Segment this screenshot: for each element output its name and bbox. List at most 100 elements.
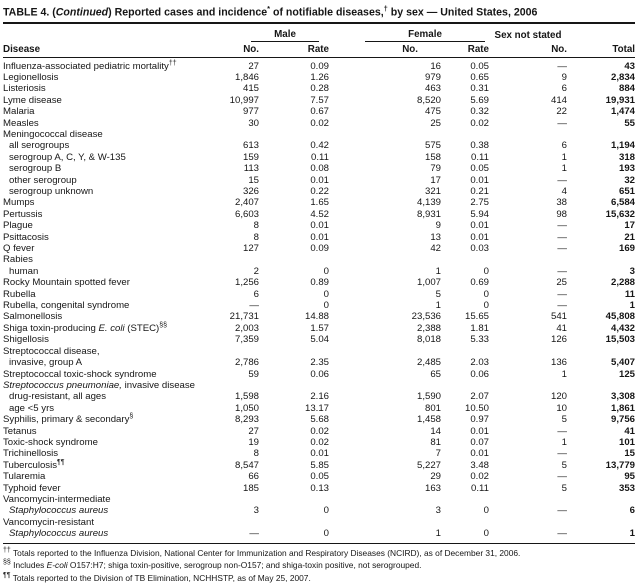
cell-sex-not-stated-no: — — [557, 231, 568, 243]
cell-sex-not-stated-no: 5 — [561, 482, 568, 494]
cell-total: 17 — [624, 220, 636, 232]
cell-male-rate: 0.01 — [310, 174, 329, 186]
table-row: Mumps 2,407 1.65 4,139 2.75 38 6,584 — [3, 197, 635, 208]
table-row: Staphylococcus aureus — 0 1 0 — 1 — [3, 528, 635, 539]
cell-male-no: 30 — [248, 117, 259, 129]
cell-total: 6 — [629, 505, 636, 517]
cell-male-rate: 0.02 — [310, 117, 329, 129]
cell-male-rate: 0.09 — [310, 60, 329, 72]
cell-male-no: 1,598 — [234, 391, 259, 403]
disease-name: Pertussis — [3, 208, 43, 220]
disease-name: Listeriosis — [3, 83, 46, 95]
cell-female-no: 23,536 — [411, 311, 441, 323]
cell-sex-not-stated-no — [489, 517, 567, 528]
cell-sex-not-stated-no: 1 — [561, 368, 568, 380]
cell-female-rate — [441, 346, 489, 357]
table-row: Lyme disease 10,997 7.57 8,520 5.69 414 19,931 — [3, 95, 635, 106]
cell-female-rate: 0.11 — [471, 151, 490, 163]
cell-sex-not-stated-no: — — [557, 174, 568, 186]
cell-male-rate: 5.04 — [310, 334, 329, 346]
table-row: Shiga toxin-producing E. coli (STEC)§§ 2,… — [3, 322, 636, 334]
cell-male-no: 6 — [253, 288, 259, 300]
table-row: Rubella 6 0 5 0 — 11 — [3, 289, 635, 300]
cell-male-no: 7,359 — [234, 334, 259, 346]
cell-male-rate: 0.01 — [310, 448, 329, 460]
cell-male-no: 8 — [253, 231, 259, 243]
cell-total: 1,861 — [611, 402, 636, 414]
cell-female-no: 8,520 — [416, 94, 441, 106]
cell-female-rate: 2.75 — [470, 197, 490, 209]
cell-female-no — [329, 517, 441, 528]
cell-sex-not-stated-no: 414 — [551, 94, 568, 106]
cell-sex-not-stated-no: — — [557, 425, 568, 437]
disease-name: Streptococcal disease, — [3, 345, 100, 357]
cell-male-no: 59 — [248, 368, 259, 380]
table-header: Male Female Sex not stated Disease No. R… — [3, 24, 636, 58]
cell-male-no: 613 — [242, 140, 259, 152]
cell-male-rate: 0 — [323, 288, 329, 300]
cell-male-no: 185 — [242, 482, 259, 494]
table-row: serogroup unknown 326 0.22 321 0.21 4 651 — [3, 186, 635, 197]
cell-total: 2,288 — [611, 277, 636, 289]
cell-female-no: 475 — [424, 106, 441, 118]
cell-male-no: 2,786 — [234, 357, 259, 369]
table-row: Tetanus 27 0.02 14 0.01 — 41 — [3, 426, 635, 437]
cell-female-no: 8,931 — [416, 208, 441, 220]
cell-male-rate: 0.22 — [310, 186, 329, 197]
cell-female-rate: 5.69 — [470, 94, 490, 106]
cell-total: 651 — [619, 186, 636, 197]
column-header-disease: Disease — [3, 41, 225, 58]
cell-female-no — [329, 129, 441, 140]
cell-male-no — [225, 346, 259, 357]
disease-name: Tularemia — [3, 471, 46, 483]
cell-female-no: 1 — [435, 265, 441, 277]
cell-male-no: 1,256 — [234, 277, 259, 289]
cell-male-rate: 0.01 — [310, 220, 329, 232]
disease-name: Tuberculosis¶¶ — [3, 458, 65, 471]
cell-female-no: 463 — [424, 83, 441, 95]
cell-sex-not-stated-no: — — [557, 528, 568, 540]
table-section-row: Rabies — [3, 254, 635, 265]
cell-male-rate: 0.89 — [310, 277, 329, 289]
cell-male-rate: 1.65 — [310, 197, 329, 209]
cell-male-no: 2,407 — [234, 197, 259, 209]
cell-sex-not-stated-no: 38 — [556, 197, 568, 209]
disease-name: Tetanus — [3, 425, 37, 437]
disease-name: all serogroups — [9, 140, 70, 152]
cell-male-rate: 1.57 — [310, 322, 329, 334]
cell-female-rate: 3.48 — [470, 459, 490, 471]
cell-female-rate — [441, 129, 489, 140]
table-row: Trichinellosis 8 0.01 7 0.01 — 15 — [3, 448, 635, 459]
cell-total: 4,432 — [611, 322, 636, 334]
cell-female-rate: 0.11 — [471, 482, 490, 494]
cell-female-rate: 0 — [483, 528, 490, 540]
cell-male-rate: 13.17 — [304, 402, 329, 414]
footnote-dagger-dagger: †† Totals reported to the Influenza Divi… — [3, 546, 521, 558]
disease-name: age <5 yrs — [9, 402, 55, 414]
cell-male-rate: 0.42 — [310, 140, 329, 152]
cell-male-rate — [259, 380, 329, 391]
cell-total: 1 — [629, 528, 636, 540]
cell-total: 169 — [619, 243, 636, 255]
cell-sex-not-stated-no: 4 — [561, 186, 568, 197]
cell-total: 125 — [619, 368, 636, 380]
table-row: Influenza-associated pediatric mortality… — [3, 57, 635, 72]
table-row: serogroup B 113 0.08 79 0.05 1 193 — [3, 163, 635, 174]
disease-name: Streptococcus pneumoniae, invasive disea… — [3, 379, 195, 391]
cell-female-rate: 0.01 — [470, 174, 490, 186]
cell-female-rate: 0.02 — [470, 117, 490, 129]
cell-male-no: 2 — [253, 265, 259, 277]
cell-sex-not-stated-no: 41 — [556, 322, 568, 334]
cell-male-rate: 4.52 — [310, 208, 329, 220]
cell-sex-not-stated-no: 5 — [561, 459, 568, 471]
table-section-row: Streptococcal disease, — [3, 346, 635, 357]
cell-male-no — [225, 380, 259, 391]
cell-male-rate: 14.88 — [304, 311, 329, 323]
cell-male-rate: 0.67 — [310, 106, 329, 118]
table-row: Salmonellosis 21,731 14.88 23,536 15.65 541 45… — [3, 311, 635, 322]
cell-male-no: 8,293 — [234, 414, 259, 426]
cell-female-no: 81 — [430, 436, 441, 448]
cell-female-rate — [441, 380, 489, 391]
table-row: Listeriosis 415 0.28 463 0.31 6 884 — [3, 83, 635, 94]
cell-male-no: 21,731 — [229, 311, 259, 323]
